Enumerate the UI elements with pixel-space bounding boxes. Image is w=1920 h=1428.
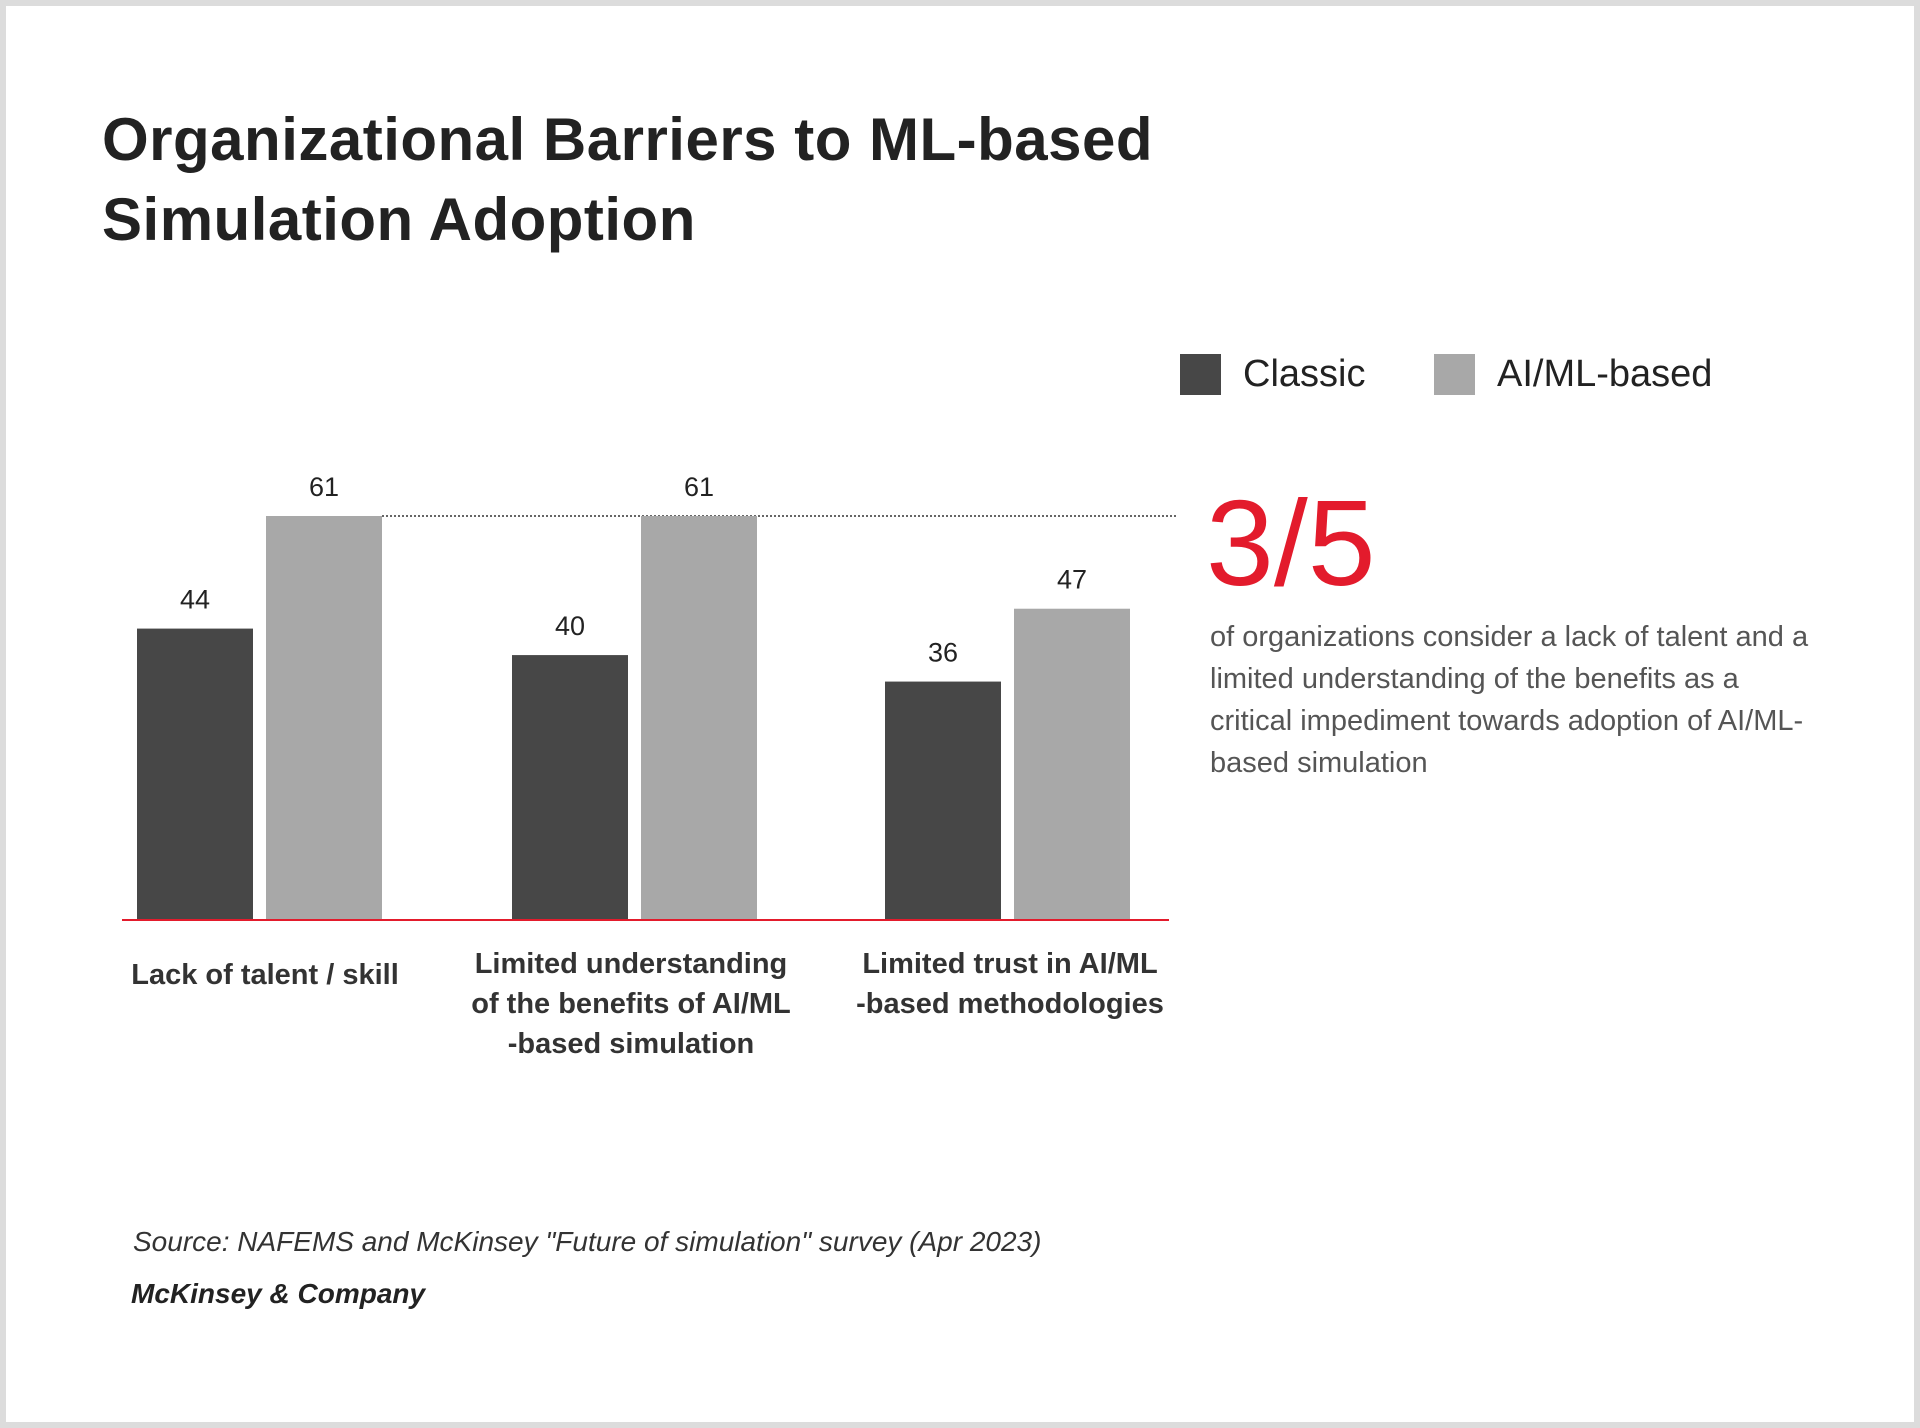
bar-aiml-1 <box>266 516 382 920</box>
category-label-3: Limited trust in AI/ML -based methodolog… <box>856 948 1164 1020</box>
data-label-classic-3: 36 <box>928 638 958 668</box>
bar-classic-2 <box>512 655 628 920</box>
title-line-1: Organizational Barriers to ML-based <box>102 106 1154 173</box>
brand-logo-text: McKinsey & Company <box>131 1278 426 1309</box>
highlight-text: of organizations consider a lack of tale… <box>1210 621 1809 779</box>
category-label-1: Lack of talent / skill <box>131 959 399 991</box>
chart-title: Organizational Barriers to ML-based Simul… <box>102 100 1153 260</box>
legend-label-aiml: AI/ML-based <box>1497 352 1713 395</box>
source-note: Source: NAFEMS and McKinsey "Future of s… <box>133 1226 1042 1257</box>
bar-classic-3 <box>885 681 1001 920</box>
bar-aiml-2 <box>641 516 757 920</box>
data-label-classic-1: 44 <box>180 585 210 615</box>
bar-classic-1 <box>137 628 253 920</box>
data-label-classic-2: 40 <box>555 611 585 641</box>
data-label-aiml-1: 61 <box>309 472 339 502</box>
legend-swatch-aiml <box>1434 353 1475 395</box>
data-label-aiml-2: 61 <box>684 472 714 502</box>
legend-swatch-classic <box>1180 353 1221 395</box>
legend-item-classic: Classic <box>1180 352 1365 396</box>
data-label-aiml-3: 47 <box>1057 565 1087 595</box>
bar-aiml-3 <box>1014 608 1130 920</box>
highlight-stat: 3/5 <box>1206 475 1376 611</box>
legend-item-aiml: AI/ML-based <box>1434 352 1712 396</box>
category-label-2: Limited understanding of the benefits of… <box>471 948 791 1060</box>
legend-label-classic: Classic <box>1243 352 1366 395</box>
title-line-2: Simulation Adoption <box>102 186 696 253</box>
